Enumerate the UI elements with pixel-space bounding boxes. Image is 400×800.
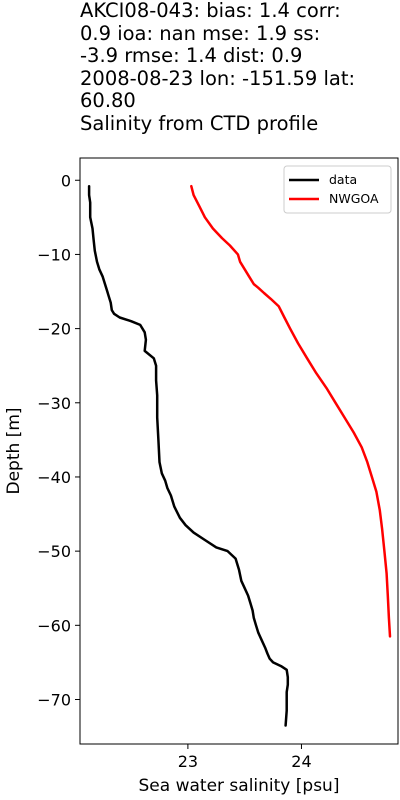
axis-ticks: 23 24 0 −10 −20 −30 −40 −50 −60 −70 xyxy=(37,171,311,771)
x-tick-label: 24 xyxy=(291,752,311,771)
y-tick-label: −40 xyxy=(37,468,71,487)
y-axis-label: Depth [m] xyxy=(4,407,24,494)
x-axis-label: Sea water salinity [psu] xyxy=(139,776,340,796)
y-tick-label: −30 xyxy=(37,394,71,413)
series-layer xyxy=(87,184,392,727)
title-line-5: 60.80 xyxy=(80,89,136,112)
legend-label-nwgoa: NWGOA xyxy=(329,191,379,206)
y-tick-label: −50 xyxy=(37,542,71,561)
series-line-nwgoa xyxy=(190,184,392,638)
series-line-data xyxy=(87,184,290,727)
title-line-3: -3.9 rmse: 1.4 dist: 0.9 xyxy=(80,44,303,67)
title-line-6: Salinity from CTD profile xyxy=(80,111,319,135)
y-tick-label: −20 xyxy=(37,320,71,339)
legend: data NWGOA xyxy=(283,165,392,214)
y-tick-label: −60 xyxy=(37,616,71,635)
chart-title: AKCI08-043: bias: 1.4 corr: 0.9 ioa: nan… xyxy=(80,0,398,135)
y-tick-label: −70 xyxy=(37,690,71,709)
title-line-2: 0.9 ioa: nan mse: 1.9 ss: xyxy=(80,21,321,45)
legend-label-data: data xyxy=(329,172,357,187)
y-tick-label: 0 xyxy=(61,171,71,190)
title-line-1: AKCI08-043: bias: 1.4 corr: xyxy=(80,0,341,22)
plot-area-frame xyxy=(79,157,399,745)
legend-box xyxy=(283,165,392,214)
x-tick-label: 23 xyxy=(178,752,198,771)
y-tick-label: −10 xyxy=(37,245,71,264)
title-line-4: 2008-08-23 lon: -151.59 lat: xyxy=(80,66,356,90)
